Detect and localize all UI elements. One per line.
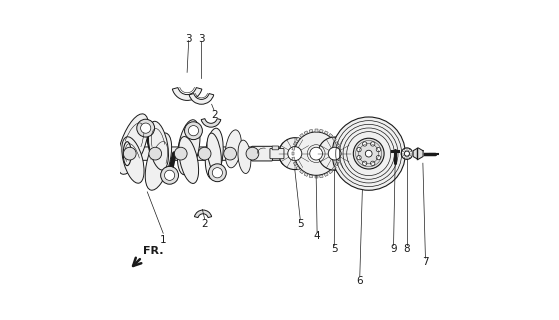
FancyBboxPatch shape bbox=[252, 146, 272, 161]
Text: FR.: FR. bbox=[144, 245, 164, 256]
Text: 8: 8 bbox=[404, 244, 410, 254]
Bar bbox=[320, 129, 323, 132]
Ellipse shape bbox=[123, 142, 131, 165]
Bar bbox=[329, 133, 333, 137]
Circle shape bbox=[363, 142, 367, 146]
Bar bbox=[324, 173, 328, 176]
Text: 2: 2 bbox=[211, 110, 217, 120]
Bar bbox=[337, 147, 340, 150]
Bar bbox=[324, 131, 328, 134]
Bar bbox=[293, 162, 297, 166]
Circle shape bbox=[149, 147, 162, 160]
Bar bbox=[315, 129, 318, 132]
Bar bbox=[333, 166, 337, 170]
Circle shape bbox=[371, 161, 375, 165]
FancyBboxPatch shape bbox=[126, 147, 285, 160]
Bar bbox=[309, 175, 313, 178]
Circle shape bbox=[288, 147, 302, 161]
Text: 6: 6 bbox=[357, 276, 363, 286]
Wedge shape bbox=[172, 88, 202, 100]
Circle shape bbox=[318, 137, 351, 170]
Circle shape bbox=[310, 147, 323, 160]
Ellipse shape bbox=[125, 145, 132, 162]
Bar bbox=[300, 170, 304, 174]
Text: 4: 4 bbox=[314, 231, 320, 242]
Circle shape bbox=[188, 125, 198, 136]
Wedge shape bbox=[189, 93, 214, 104]
Bar bbox=[335, 141, 339, 146]
Circle shape bbox=[212, 168, 222, 178]
Circle shape bbox=[357, 156, 361, 160]
Circle shape bbox=[246, 147, 259, 160]
Circle shape bbox=[376, 148, 381, 152]
Ellipse shape bbox=[177, 120, 200, 175]
Text: 3: 3 bbox=[186, 34, 192, 44]
Ellipse shape bbox=[238, 140, 251, 173]
Wedge shape bbox=[201, 119, 221, 127]
Ellipse shape bbox=[207, 133, 221, 174]
Ellipse shape bbox=[145, 133, 172, 190]
Text: 3: 3 bbox=[198, 34, 205, 44]
Bar bbox=[335, 162, 339, 166]
Bar bbox=[338, 152, 340, 155]
Circle shape bbox=[209, 164, 226, 182]
Bar bbox=[292, 147, 295, 150]
Bar bbox=[304, 173, 308, 176]
Ellipse shape bbox=[122, 137, 144, 183]
Bar bbox=[293, 141, 297, 146]
Bar bbox=[309, 129, 313, 132]
Ellipse shape bbox=[205, 128, 223, 179]
Text: 2: 2 bbox=[201, 219, 208, 229]
Bar bbox=[292, 157, 295, 161]
Circle shape bbox=[332, 117, 405, 190]
Bar bbox=[296, 137, 300, 141]
Circle shape bbox=[295, 132, 338, 175]
Ellipse shape bbox=[225, 130, 241, 168]
Bar bbox=[304, 131, 308, 134]
Bar bbox=[315, 176, 318, 178]
Wedge shape bbox=[195, 210, 212, 218]
Bar bbox=[292, 152, 294, 155]
Circle shape bbox=[401, 148, 413, 159]
FancyBboxPatch shape bbox=[270, 148, 284, 159]
Circle shape bbox=[174, 147, 187, 160]
Circle shape bbox=[371, 142, 375, 146]
Ellipse shape bbox=[148, 121, 168, 170]
Ellipse shape bbox=[117, 114, 149, 174]
Circle shape bbox=[124, 147, 136, 160]
Circle shape bbox=[328, 147, 341, 160]
Bar bbox=[300, 133, 304, 137]
Bar bbox=[337, 157, 340, 161]
Circle shape bbox=[376, 156, 381, 160]
Circle shape bbox=[198, 147, 211, 160]
Ellipse shape bbox=[280, 142, 289, 165]
Circle shape bbox=[366, 150, 372, 157]
Circle shape bbox=[164, 170, 174, 180]
Circle shape bbox=[224, 147, 236, 160]
Bar bbox=[296, 166, 300, 170]
Text: 1: 1 bbox=[160, 235, 167, 245]
Bar bbox=[329, 170, 333, 174]
Polygon shape bbox=[413, 148, 423, 159]
Circle shape bbox=[140, 123, 151, 133]
Circle shape bbox=[137, 119, 155, 137]
Circle shape bbox=[184, 122, 202, 140]
Bar bbox=[333, 137, 337, 141]
Ellipse shape bbox=[179, 137, 198, 183]
Circle shape bbox=[357, 148, 361, 152]
Text: 7: 7 bbox=[422, 257, 429, 267]
Text: 5: 5 bbox=[331, 244, 338, 254]
Circle shape bbox=[363, 161, 367, 165]
Ellipse shape bbox=[125, 149, 129, 158]
Circle shape bbox=[404, 151, 410, 156]
Text: 9: 9 bbox=[390, 244, 397, 254]
Bar bbox=[320, 175, 323, 178]
Text: 5: 5 bbox=[297, 219, 304, 229]
Ellipse shape bbox=[282, 148, 287, 160]
Circle shape bbox=[160, 166, 178, 184]
Circle shape bbox=[279, 138, 311, 170]
FancyBboxPatch shape bbox=[272, 146, 278, 150]
Circle shape bbox=[353, 138, 384, 169]
